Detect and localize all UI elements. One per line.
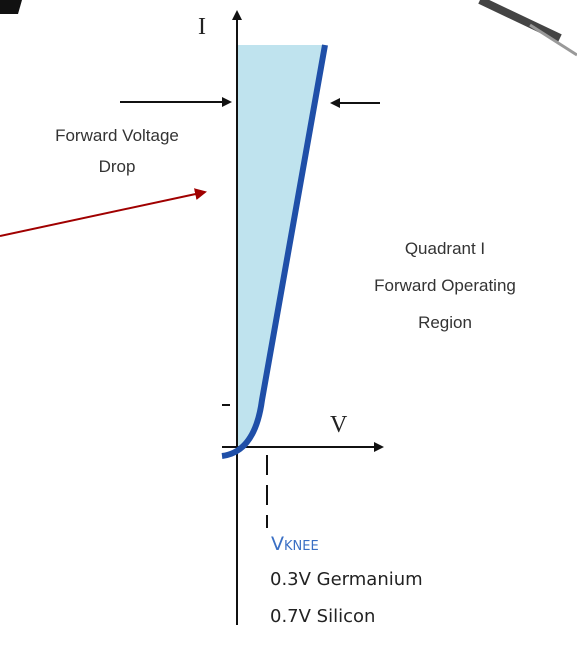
material: 0.3V Germanium: [270, 569, 423, 590]
knee-subscript: KNEE: [284, 539, 319, 554]
annotation: Forward Operating: [374, 276, 516, 295]
x-axis-label: V: [330, 412, 348, 438]
forward-region: [237, 45, 325, 447]
knee-label: VKNEE: [271, 533, 319, 555]
annotation: Drop: [99, 157, 136, 176]
material: 0.7V Silicon: [270, 606, 375, 627]
pointer-arrow: [0, 188, 207, 237]
annotation: Quadrant I: [405, 239, 485, 258]
diode-image: [478, 0, 577, 57]
cropped-fragment: [0, 0, 22, 14]
annotation: Forward Voltage: [55, 126, 179, 145]
annotation: Region: [418, 313, 472, 332]
iv-curve: [221, 44, 328, 459]
knee-symbol: V: [271, 533, 284, 555]
y-axis-label: I: [198, 14, 206, 40]
